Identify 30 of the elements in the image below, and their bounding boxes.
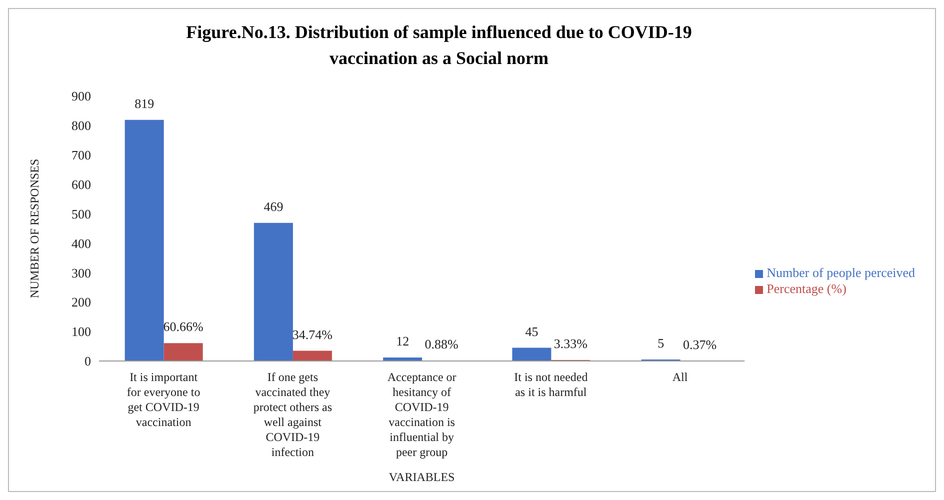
y-tick-label: 200 [72,294,91,310]
chart-title: Figure.No.13. Distribution of sample influenced due to COVID-19 vaccination as a Social norm [185,21,693,70]
data-label: 12 [396,333,410,348]
x-tick-label: Acceptance or hesitancy of COVID-19 vaccination is influential by peer group [387,370,456,459]
y-tick-label: 0 [84,354,91,369]
data-label: 3.33% [554,336,588,352]
y-tick-label: 900 [72,88,91,104]
y-tick-label: 500 [72,206,91,222]
data-label: 45 [525,324,538,339]
x-tick-label: It is important for everyone to get COVID-19 vaccination [126,370,200,429]
y-tick-label: 800 [72,118,91,134]
x-tick-label: It is not needed as it is harmful [514,370,588,399]
data-label: 60.66% [163,319,204,334]
y-tick-label: 700 [72,148,91,163]
legend-label: Number of people perceived [766,265,915,280]
y-tick-label: 300 [72,265,91,280]
x-tick-label: All [672,370,688,384]
data-label: 5 [658,336,664,351]
y-tick-label: 400 [72,236,91,251]
data-label: 819 [134,96,154,111]
y-axis-title: NUMBER OF RESPONSES [27,158,42,298]
data-label: 34.74% [292,326,333,342]
x-tick-label: If one gets vaccinated they protect others as well against COVID-19 infection [253,370,332,459]
x-axis-title: VARIABLES [388,470,455,484]
data-label: 469 [264,198,284,214]
data-label: 0.88% [424,336,459,352]
y-tick-label: 100 [72,324,91,340]
y-tick-label: 600 [72,176,91,192]
data-label: 0.37% [683,336,717,352]
legend-label: Percentage (%) [766,281,846,296]
